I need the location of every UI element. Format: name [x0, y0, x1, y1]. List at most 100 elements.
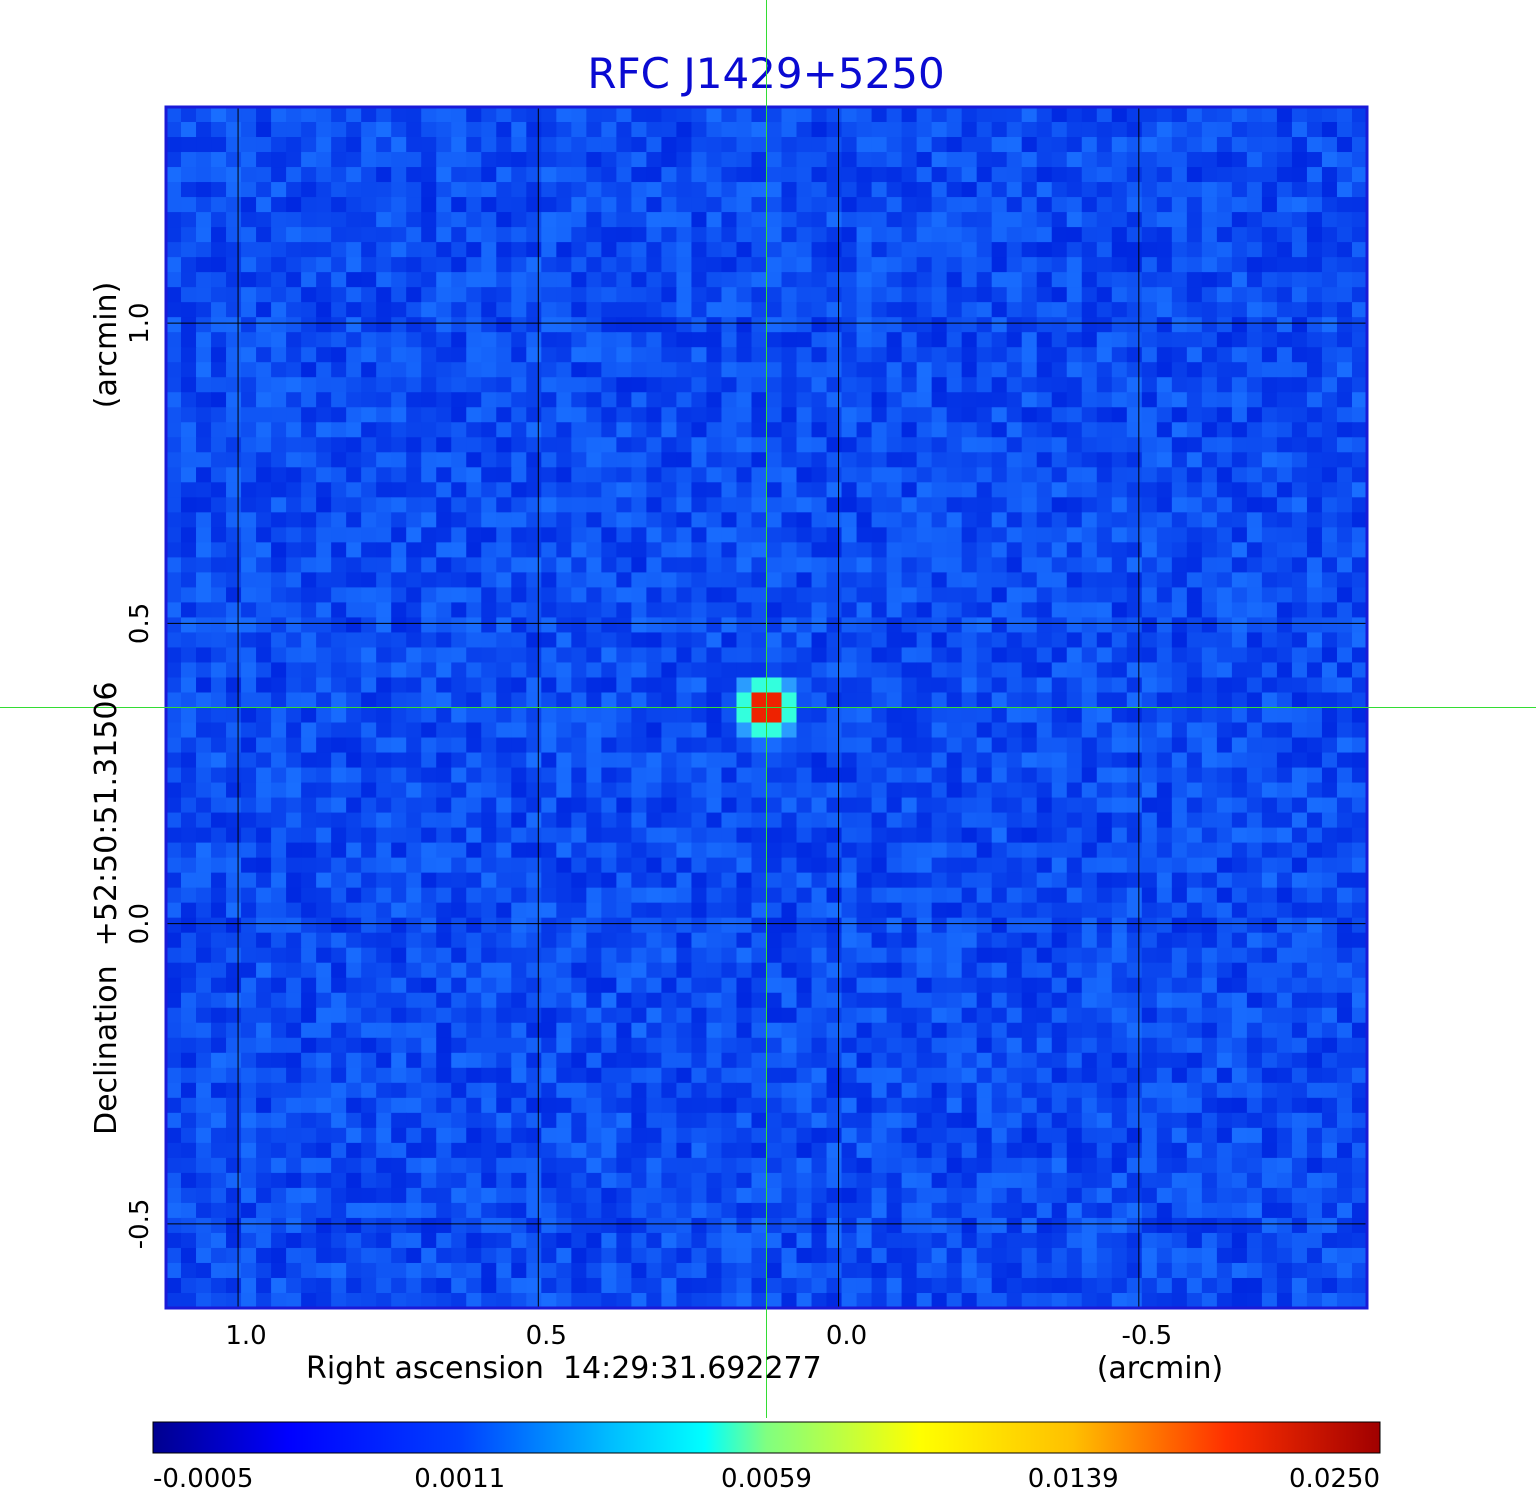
heatmap-cell [661, 902, 678, 919]
heatmap-cell [1276, 662, 1293, 679]
heatmap-cell [1261, 662, 1278, 679]
heatmap-cell [961, 272, 978, 288]
heatmap-cell [331, 422, 347, 438]
heatmap-cell [1351, 227, 1368, 243]
heatmap-cell [901, 407, 918, 423]
heatmap-cell [481, 167, 497, 183]
heatmap-cell [751, 242, 768, 258]
heatmap-cell [811, 827, 828, 844]
heatmap-cell [676, 827, 693, 844]
heatmap-cell [346, 1007, 362, 1024]
heatmap-cell [181, 887, 197, 904]
heatmap-cell [796, 662, 813, 679]
heatmap-cell [766, 647, 783, 664]
heatmap-cell [886, 467, 903, 483]
heatmap-cell [196, 842, 212, 859]
heatmap-cell [691, 467, 708, 483]
heatmap-cell [181, 422, 197, 438]
heatmap-cell [286, 107, 302, 123]
heatmap-cell [931, 812, 948, 829]
heatmap-cell [631, 902, 647, 919]
heatmap-cell [721, 647, 738, 664]
heatmap-cell [1066, 437, 1083, 453]
heatmap-cell [841, 872, 858, 889]
heatmap-cell [571, 122, 587, 138]
heatmap-cell [676, 182, 693, 198]
heatmap-cell [451, 872, 467, 889]
heatmap-cell [901, 167, 918, 183]
heatmap-cell [406, 332, 422, 348]
heatmap-cell [661, 542, 678, 558]
heatmap-cell [601, 482, 617, 498]
heatmap-cell [1036, 497, 1053, 513]
heatmap-cell [466, 1007, 482, 1024]
heatmap-cell [871, 602, 888, 619]
heatmap-cell [1171, 317, 1188, 333]
heatmap-cell [211, 332, 227, 348]
heatmap-cell [316, 857, 332, 874]
heatmap-cell [271, 812, 287, 829]
heatmap-cell [331, 692, 347, 709]
heatmap-cell [931, 857, 948, 874]
heatmap-cell [751, 692, 768, 709]
heatmap-cell [361, 797, 377, 814]
heatmap-cell [271, 152, 287, 168]
heatmap-cell [286, 527, 302, 543]
heatmap-cell [1216, 392, 1233, 408]
heatmap-cell [976, 362, 993, 378]
heatmap-cell [286, 197, 302, 213]
heatmap-cell [1231, 647, 1248, 664]
heatmap-cell [316, 197, 332, 213]
heatmap-cell [1096, 512, 1113, 528]
heatmap-cell [601, 752, 617, 769]
heatmap-cell [1291, 617, 1308, 634]
heatmap-cell [1351, 1007, 1368, 1024]
heatmap-cell [1141, 632, 1158, 649]
heatmap-cell [1081, 137, 1098, 153]
heatmap-cell [856, 422, 873, 438]
heatmap-cell [301, 512, 317, 528]
heatmap-cell [466, 827, 482, 844]
heatmap-cell [211, 317, 227, 333]
heatmap-cell [211, 302, 227, 318]
heatmap-cell [526, 872, 542, 889]
heatmap-cell [646, 527, 663, 543]
heatmap-cell [1291, 842, 1308, 859]
heatmap-cell [1261, 512, 1278, 528]
heatmap-cell [736, 812, 753, 829]
heatmap-cell [1216, 1022, 1233, 1039]
heatmap-cell [1171, 122, 1188, 138]
heatmap-cell [1051, 212, 1068, 228]
heatmap-cell [556, 812, 572, 829]
heatmap-cell [556, 887, 572, 904]
heatmap-cell [856, 527, 873, 543]
heatmap-cell [931, 617, 948, 634]
heatmap-cell [961, 872, 978, 889]
heatmap-cell [406, 482, 422, 498]
heatmap-cell [616, 362, 632, 378]
heatmap-cell [976, 602, 993, 619]
heatmap-cell [481, 827, 497, 844]
heatmap-cell [736, 962, 753, 979]
heatmap-cell [481, 452, 497, 468]
heatmap-cell [1036, 1022, 1053, 1039]
heatmap-cell [1291, 302, 1308, 318]
heatmap-cell [541, 572, 557, 588]
heatmap-cell [1306, 227, 1323, 243]
heatmap-cell [1321, 707, 1338, 724]
heatmap-cell [1276, 767, 1293, 784]
heatmap-cell [166, 647, 182, 664]
heatmap-cell [676, 362, 693, 378]
heatmap-cell [961, 152, 978, 168]
heatmap-cell [241, 347, 257, 363]
heatmap-cell [961, 407, 978, 423]
heatmap-cell [796, 242, 813, 258]
heatmap-cell [871, 182, 888, 198]
heatmap-cell [541, 482, 557, 498]
heatmap-cell [616, 287, 632, 303]
heatmap-cell [901, 152, 918, 168]
heatmap-cell [1261, 782, 1278, 799]
heatmap-cell [496, 662, 512, 679]
heatmap-cell [211, 962, 227, 979]
heatmap-cell [421, 752, 437, 769]
